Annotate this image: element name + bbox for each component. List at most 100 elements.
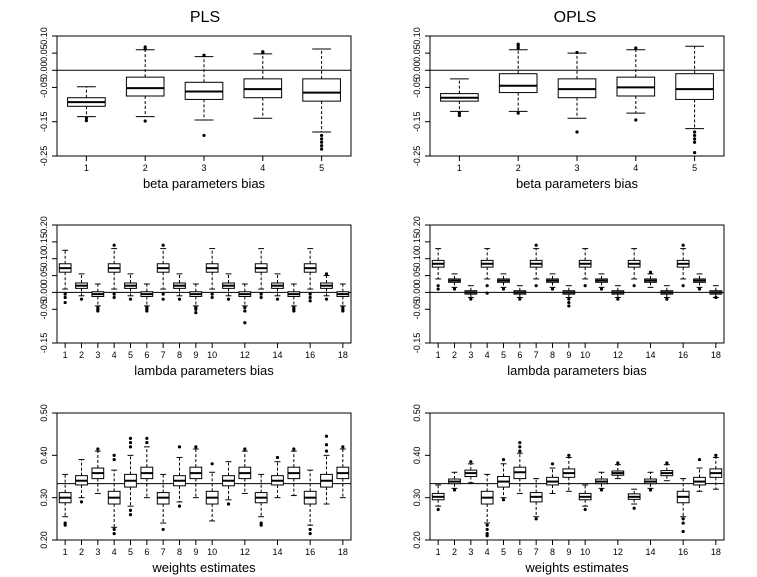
x-axis-label: weights estimates xyxy=(151,560,256,575)
outlier-point xyxy=(96,447,100,451)
box-8 xyxy=(173,273,186,301)
outlier-point xyxy=(324,443,329,447)
box-1 xyxy=(58,249,72,305)
box-5 xyxy=(497,273,510,291)
box-11 xyxy=(222,461,235,506)
x-tick-label: 16 xyxy=(678,547,688,557)
x-tick-label: 4 xyxy=(485,547,490,557)
x-tick-label: 14 xyxy=(272,350,282,360)
chart-panel-2: -0.25 -0.15 -0.050.000.050.10 1 2 3 4 5 beta par… xyxy=(412,27,725,191)
column-title-opls: OPLS xyxy=(554,9,597,26)
outlier-point xyxy=(452,287,457,291)
x-axis-label: lambda parameters bias xyxy=(507,363,647,378)
x-tick-label: 9 xyxy=(193,350,198,360)
y-tick-label: 0.00 xyxy=(412,62,422,80)
y-tick-label: 0.05 xyxy=(412,44,422,62)
box-8 xyxy=(546,273,559,291)
box-1 xyxy=(58,473,72,527)
x-tick-label: 1 xyxy=(63,547,68,557)
outlier-point xyxy=(616,297,620,301)
outlier-point xyxy=(128,508,133,512)
outlier-point xyxy=(324,449,329,453)
box-18 xyxy=(336,283,350,313)
outlier-point xyxy=(112,453,116,457)
outlier-point xyxy=(575,130,579,134)
outlier-point xyxy=(681,521,685,525)
x-tick-label: 14 xyxy=(645,350,655,360)
outlier-point xyxy=(634,118,638,122)
box-14 xyxy=(644,270,657,288)
y-tick-label: 0.05 xyxy=(39,44,49,62)
y-tick-label: -0.05 xyxy=(39,77,49,98)
x-tick-label: 5 xyxy=(692,163,697,173)
outlier-point xyxy=(177,445,182,449)
x-tick-label: 3 xyxy=(468,547,473,557)
box-3 xyxy=(557,50,597,134)
y-tick-label: -0.15 xyxy=(39,111,49,132)
y-tick-label: 0.50 xyxy=(39,404,49,422)
box-6 xyxy=(140,436,154,499)
x-tick-label: 4 xyxy=(112,350,117,360)
outlier-point xyxy=(681,529,685,534)
outlier-point xyxy=(143,45,147,49)
outlier-point xyxy=(324,297,329,301)
chart-panel-4: -0.15-0.050.000.050.100.150.201 2 3 4 5 6 7 8 9 1… xyxy=(412,216,725,378)
box-3 xyxy=(464,460,478,484)
outlier-point xyxy=(693,150,697,155)
outlier-point xyxy=(128,297,133,301)
box-4 xyxy=(480,248,494,295)
outlier-point xyxy=(128,436,133,440)
box-11 xyxy=(222,273,235,301)
box-10 xyxy=(578,484,592,512)
outlier-point xyxy=(714,453,718,457)
box-18 xyxy=(709,453,723,490)
y-tick-label: 0.50 xyxy=(412,404,422,422)
box-6 xyxy=(513,441,527,494)
y-tick-label: 0.10 xyxy=(39,250,49,268)
outlier-point xyxy=(259,295,263,300)
box-9 xyxy=(562,285,576,308)
outlier-point xyxy=(143,119,147,123)
outlier-point xyxy=(161,297,165,301)
outlier-point xyxy=(583,284,587,288)
y-tick-label: -0.05 xyxy=(412,77,422,98)
x-tick-label: 10 xyxy=(580,547,590,557)
x-tick-label: 7 xyxy=(534,547,539,557)
outlier-point xyxy=(693,137,697,141)
outlier-point xyxy=(681,243,685,247)
box-9 xyxy=(189,283,203,315)
x-tick-label: 14 xyxy=(272,547,282,557)
plot-frame xyxy=(429,224,725,344)
box-1 xyxy=(431,248,445,291)
box-18 xyxy=(709,285,723,300)
outlier-point xyxy=(324,272,329,276)
outlier-point xyxy=(63,300,67,305)
x-tick-label: 9 xyxy=(193,547,198,557)
y-tick-label: 0.15 xyxy=(39,233,49,251)
outlier-point xyxy=(501,287,506,291)
outlier-point xyxy=(714,295,718,300)
box-11 xyxy=(595,273,608,291)
outlier-point xyxy=(128,445,133,449)
outlier-point xyxy=(469,297,473,301)
outlier-point xyxy=(292,447,296,451)
box-12 xyxy=(238,283,252,325)
outlier-point xyxy=(534,284,538,288)
x-tick-label: 12 xyxy=(240,547,250,557)
box-14 xyxy=(644,471,657,492)
outlier-point xyxy=(112,243,116,247)
outlier-point xyxy=(128,513,133,517)
chart-panel-1: -0.25 -0.15 -0.050.000.050.10 1 2 3 4 5 beta par… xyxy=(39,27,352,191)
box-6 xyxy=(513,285,527,301)
box-10 xyxy=(205,462,219,522)
box-17 xyxy=(320,272,333,301)
box-7 xyxy=(156,243,170,301)
y-tick-label: 0.20 xyxy=(412,531,422,549)
box-2 xyxy=(448,471,461,492)
box-5 xyxy=(302,48,341,151)
box-17 xyxy=(693,273,706,291)
outlier-point xyxy=(436,287,440,291)
outlier-point xyxy=(567,297,571,301)
outlier-point xyxy=(194,307,198,311)
x-tick-label: 7 xyxy=(161,547,166,557)
